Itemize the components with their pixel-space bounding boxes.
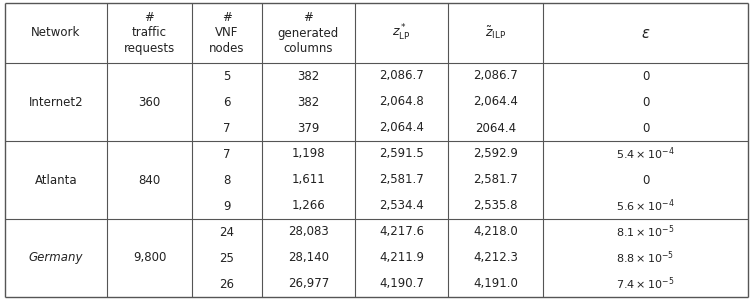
Text: 2,592.9: 2,592.9 <box>473 148 518 160</box>
Text: 4,211.9: 4,211.9 <box>379 251 424 265</box>
Text: 25: 25 <box>220 251 234 265</box>
Text: 7: 7 <box>223 122 230 134</box>
Text: $5.6\times 10^{-4}$: $5.6\times 10^{-4}$ <box>616 198 675 214</box>
Text: $8.8\times 10^{-5}$: $8.8\times 10^{-5}$ <box>617 250 675 266</box>
Text: 7: 7 <box>223 148 230 160</box>
Text: 2,591.5: 2,591.5 <box>379 148 424 160</box>
Text: $5.4\times 10^{-4}$: $5.4\times 10^{-4}$ <box>616 146 675 162</box>
Text: $z^*_{\mathrm{LP}}$: $z^*_{\mathrm{LP}}$ <box>392 23 410 43</box>
Text: 26,977: 26,977 <box>288 278 329 290</box>
Text: 5: 5 <box>224 70 230 83</box>
Text: $8.1\times 10^{-5}$: $8.1\times 10^{-5}$ <box>616 224 675 240</box>
Text: 2,086.7: 2,086.7 <box>379 70 424 83</box>
Text: #
traffic
requests: # traffic requests <box>124 11 175 55</box>
Text: 2,534.4: 2,534.4 <box>379 200 424 212</box>
Text: 2064.4: 2064.4 <box>475 122 516 134</box>
Text: 1,198: 1,198 <box>291 148 325 160</box>
Text: 9,800: 9,800 <box>133 251 166 265</box>
Text: 379: 379 <box>297 122 320 134</box>
Text: #
VNF
nodes: # VNF nodes <box>209 11 245 55</box>
Text: 2,581.7: 2,581.7 <box>473 173 518 187</box>
Text: 840: 840 <box>139 173 160 187</box>
Text: 8: 8 <box>224 173 230 187</box>
Text: Atlanta: Atlanta <box>35 173 78 187</box>
Text: 4,218.0: 4,218.0 <box>473 226 518 238</box>
Text: 4,191.0: 4,191.0 <box>473 278 518 290</box>
Text: 382: 382 <box>297 95 319 109</box>
Text: 4,190.7: 4,190.7 <box>379 278 424 290</box>
Text: 26: 26 <box>220 278 234 290</box>
Text: 0: 0 <box>642 122 649 134</box>
Text: 28,140: 28,140 <box>288 251 329 265</box>
Text: 1,611: 1,611 <box>291 173 325 187</box>
Text: 28,083: 28,083 <box>288 226 329 238</box>
Text: 1,266: 1,266 <box>291 200 325 212</box>
Text: $\tilde{z}_{\mathrm{ILP}}$: $\tilde{z}_{\mathrm{ILP}}$ <box>485 25 506 41</box>
Text: 4,212.3: 4,212.3 <box>473 251 518 265</box>
Text: 2,086.7: 2,086.7 <box>473 70 518 83</box>
Text: 0: 0 <box>642 95 649 109</box>
Text: 382: 382 <box>297 70 319 83</box>
Text: 0: 0 <box>642 70 649 83</box>
Text: Network: Network <box>32 26 81 40</box>
Text: Internet2: Internet2 <box>29 95 84 109</box>
Text: 2,535.8: 2,535.8 <box>473 200 518 212</box>
Text: #
generated
columns: # generated columns <box>278 11 339 55</box>
Text: $\varepsilon$: $\varepsilon$ <box>641 26 650 40</box>
Text: 2,064.4: 2,064.4 <box>473 95 518 109</box>
Text: 6: 6 <box>223 95 230 109</box>
Text: 24: 24 <box>220 226 234 238</box>
Text: 0: 0 <box>642 173 649 187</box>
Text: 2,064.4: 2,064.4 <box>379 122 424 134</box>
Text: 360: 360 <box>139 95 160 109</box>
Text: 2,581.7: 2,581.7 <box>379 173 424 187</box>
Text: Germany: Germany <box>29 251 84 265</box>
Text: $7.4\times 10^{-5}$: $7.4\times 10^{-5}$ <box>616 276 675 292</box>
Text: 9: 9 <box>223 200 230 212</box>
Text: 4,217.6: 4,217.6 <box>379 226 424 238</box>
Text: 2,064.8: 2,064.8 <box>379 95 424 109</box>
